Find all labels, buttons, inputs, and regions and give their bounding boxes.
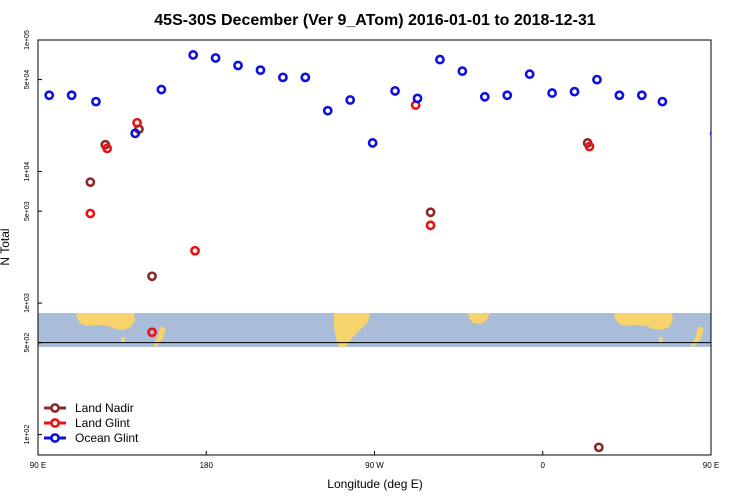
land-glint-point <box>425 220 436 231</box>
australia-landmass-2 <box>614 313 673 330</box>
ocean-glint-point <box>592 74 602 85</box>
ocean-glint-point <box>412 93 423 104</box>
ocean-glint-point <box>277 72 288 83</box>
ocean-glint-point <box>367 138 378 148</box>
new-zealand-1 <box>153 326 166 347</box>
legend-label-land-nadir: Land Nadir <box>75 401 134 415</box>
data-points <box>44 50 739 453</box>
ocean-glint-point <box>657 96 668 107</box>
legend-marker-ocean-glint <box>50 433 60 443</box>
legend-marker-land-glint <box>50 418 60 428</box>
ocean-glint-point <box>44 90 55 101</box>
ocean-glint-point <box>569 86 580 97</box>
ocean-background <box>38 313 711 347</box>
y-tick-label: 5e+03 <box>24 201 31 221</box>
ocean-glint-point <box>709 130 711 137</box>
y-tick-label: 1e+03 <box>24 293 31 313</box>
land-glint-point <box>190 245 200 256</box>
chart-title: 45S-30S December (Ver 9_ATom) 2016-01-01… <box>154 12 596 29</box>
ocean-glint-point <box>502 90 513 101</box>
legend-label-ocean-glint: Ocean Glint <box>75 431 139 445</box>
legend-label-land-glint: Land Glint <box>75 416 130 430</box>
ocean-glint-point <box>188 50 199 60</box>
ocean-glint-point <box>255 65 266 76</box>
x-axis-label: Longitude (deg E) <box>327 477 422 491</box>
ocean-glint-point <box>233 60 243 71</box>
ocean-glint-point <box>300 72 311 83</box>
plot-frame <box>37 39 712 456</box>
ocean-glint-point <box>345 95 356 105</box>
ocean-glint-point <box>156 84 167 95</box>
y-tick-label: 5e+04 <box>24 70 31 90</box>
x-tick-label: 90 E <box>703 461 719 470</box>
land-glint-point <box>102 143 113 154</box>
ocean-glint-point <box>547 88 557 98</box>
y-tick-label: 1e+02 <box>24 425 31 445</box>
land-nadir-point <box>85 177 96 188</box>
land-masses <box>76 313 704 347</box>
land-nadir-point <box>593 442 604 453</box>
ocean-glint-point <box>636 90 647 101</box>
land-nadir-point <box>425 207 436 218</box>
x-tick-label: 90 E <box>30 461 46 470</box>
x-tick-label: 0 <box>541 461 546 470</box>
ocean-glint-point <box>91 96 101 107</box>
ocean-glint-point <box>322 105 333 116</box>
ocean-glint-point <box>390 86 400 96</box>
tasmania-1 <box>121 337 125 343</box>
ocean-glint-point <box>614 90 625 101</box>
ocean-glint-point <box>130 128 141 139</box>
y-tick-label: 1e+04 <box>24 162 31 182</box>
australia-landmass-1 <box>76 313 135 330</box>
land-glint-point <box>85 208 96 219</box>
south-america-landmass <box>334 313 370 347</box>
x-axis-ticks: 90 E 180 90 W 0 90 E <box>30 451 719 470</box>
ocean-glint-point <box>457 66 468 77</box>
land-glint-point <box>584 141 595 152</box>
ocean-glint-point <box>210 53 221 63</box>
y-tick-label: 1e+05 <box>24 30 31 50</box>
land-nadir-point <box>147 271 157 282</box>
land-glint-point <box>147 327 157 338</box>
ocean-glint-point <box>732 86 739 93</box>
y-axis-label: N Total <box>0 228 12 265</box>
x-tick-label: 90 W <box>365 461 384 470</box>
x-tick-label: 180 <box>200 461 214 470</box>
new-zealand-2 <box>691 326 704 347</box>
y-axis-ticks: 1e+02 5e+02 1e+03 5e+03 1e+04 5e+04 1e+05 <box>24 30 42 444</box>
ocean-glint-point <box>435 54 445 65</box>
ocean-glint-point <box>524 69 535 80</box>
africa-landmass <box>468 313 490 324</box>
legend-marker-land-nadir <box>50 403 60 413</box>
ocean-glint-point <box>66 90 77 101</box>
y-tick-label: 5e+02 <box>24 333 31 353</box>
land-glint-point <box>132 117 142 128</box>
tasmania-2 <box>659 337 663 343</box>
ocean-glint-point <box>479 91 490 102</box>
map-band <box>38 313 711 347</box>
